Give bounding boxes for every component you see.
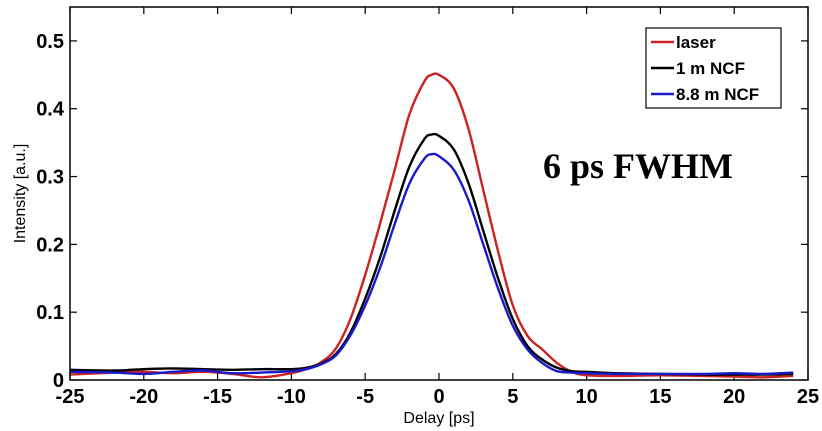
series-line-8-8-m-ncf — [69, 152, 794, 376]
y-tick-label: 0.5 — [36, 31, 64, 53]
y-tick-label: 0.2 — [36, 234, 64, 256]
x-tick-label: -5 — [356, 386, 374, 408]
x-tick-label: -15 — [203, 386, 232, 408]
legend: laser 1 m NCF 8.8 m NCF — [645, 27, 782, 109]
plot-frame — [69, 6, 809, 381]
y-axis-title: Intensity [a.u.] — [12, 144, 29, 244]
x-tick-label: -25 — [56, 386, 85, 408]
x-tick-label: 25 — [797, 386, 819, 408]
legend-label-8-8m-ncf: 8.8 m NCF — [676, 85, 759, 104]
x-tick-label: 5 — [507, 386, 518, 408]
series-line-laser — [69, 72, 794, 379]
x-tick-label: 20 — [723, 386, 745, 408]
y-tick-label: 0.4 — [36, 99, 65, 121]
tick-labels: -25 -20 -15 -10 -5 0 5 10 15 20 25 0 0.1 0.2 0.3 0.4 0.5 — [36, 31, 819, 408]
x-axis-title: Delay [ps] — [403, 410, 474, 427]
x-tick-label: 10 — [575, 386, 597, 408]
legend-label-laser: laser — [676, 33, 716, 52]
y-tick-label: 0 — [53, 370, 64, 392]
x-tick-label: 15 — [649, 386, 671, 408]
x-tick-label: 0 — [433, 386, 444, 408]
series-lines — [69, 72, 794, 379]
y-tick-label: 0.3 — [36, 167, 64, 189]
x-tick-label: -20 — [129, 386, 158, 408]
fwhm-annotation: 6 ps FWHM — [543, 146, 733, 186]
legend-label-1m-ncf: 1 m NCF — [676, 59, 745, 78]
x-tick-label: -10 — [277, 386, 306, 408]
y-tick-label: 0.1 — [36, 302, 64, 324]
series-line-1-m-ncf — [69, 132, 794, 376]
